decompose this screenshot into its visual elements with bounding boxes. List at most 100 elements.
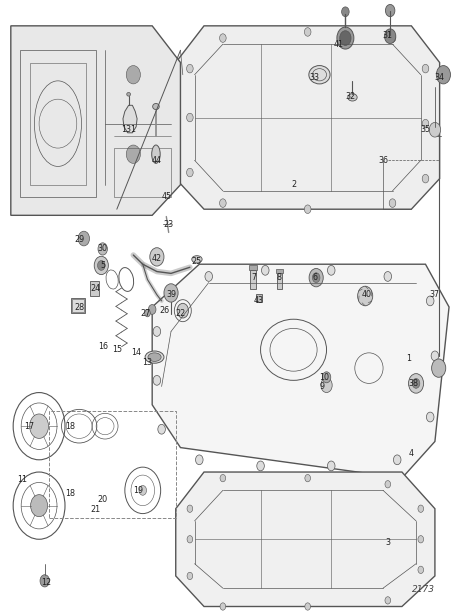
PathPatch shape [176,26,439,209]
Circle shape [385,4,395,17]
Circle shape [158,424,165,434]
Ellipse shape [192,255,202,263]
Circle shape [187,535,193,543]
Bar [250,270,256,289]
Circle shape [322,372,331,383]
Circle shape [328,265,335,275]
Text: 36: 36 [378,156,388,165]
Bar [90,281,100,296]
Polygon shape [123,105,137,133]
Text: 26: 26 [159,306,169,314]
Text: 19: 19 [133,486,143,495]
Ellipse shape [148,353,161,362]
Bar [277,273,282,289]
Text: 12: 12 [41,578,51,586]
Bar [20,50,96,197]
Circle shape [321,378,332,392]
Text: 40: 40 [362,290,372,299]
Text: 8: 8 [277,273,282,282]
Circle shape [422,64,429,73]
Ellipse shape [309,66,330,84]
Circle shape [153,327,161,336]
PathPatch shape [11,26,181,216]
Circle shape [148,305,156,314]
Text: 41: 41 [333,40,343,49]
Circle shape [94,256,109,274]
Circle shape [385,597,391,604]
Circle shape [385,481,391,488]
Text: 34: 34 [435,73,445,82]
Circle shape [187,113,193,122]
Circle shape [432,359,446,377]
Bar [71,298,85,313]
Circle shape [219,34,226,42]
Bar [115,148,171,197]
Text: 44: 44 [152,156,162,165]
Circle shape [418,535,424,543]
Text: 20: 20 [98,495,108,504]
Circle shape [139,486,146,495]
Text: 28: 28 [74,303,84,311]
Circle shape [337,27,354,49]
Text: 37: 37 [430,290,440,299]
Text: 15: 15 [112,345,122,354]
Text: 45: 45 [161,192,172,201]
Circle shape [418,505,424,512]
Text: 42: 42 [152,254,162,263]
Circle shape [305,475,310,482]
Circle shape [257,461,264,471]
Text: 9: 9 [319,382,324,391]
Circle shape [422,174,429,183]
Circle shape [389,34,396,42]
Circle shape [177,303,189,318]
Text: 23: 23 [164,220,174,229]
Circle shape [126,66,140,84]
Circle shape [164,284,178,302]
Circle shape [304,28,311,36]
Circle shape [98,243,108,255]
Circle shape [422,119,429,128]
Text: 14: 14 [131,348,141,357]
Text: 25: 25 [192,257,202,266]
Circle shape [342,7,349,17]
Circle shape [384,271,392,281]
Text: 21: 21 [91,505,100,515]
Circle shape [437,66,450,84]
Circle shape [431,351,438,361]
Circle shape [187,505,193,512]
Text: 5: 5 [100,261,105,270]
Circle shape [220,603,226,610]
Circle shape [150,247,164,266]
Text: 17: 17 [25,422,35,430]
Circle shape [30,414,48,438]
Bar [276,269,283,273]
Circle shape [384,29,396,44]
Circle shape [187,168,193,177]
Circle shape [389,199,396,208]
Circle shape [98,260,105,270]
Circle shape [78,231,90,246]
Circle shape [205,271,212,281]
Circle shape [304,205,311,214]
Text: 13: 13 [143,357,153,367]
Circle shape [328,461,335,471]
Circle shape [126,145,140,163]
Bar [30,63,86,185]
Circle shape [409,374,424,393]
Text: 31: 31 [383,31,393,39]
Circle shape [357,286,373,306]
Text: 18: 18 [65,422,75,430]
Circle shape [220,475,226,482]
Text: 2173: 2173 [412,585,435,594]
Circle shape [187,64,193,73]
Text: 7: 7 [251,273,256,282]
PathPatch shape [176,472,435,607]
Circle shape [145,309,150,317]
Ellipse shape [127,93,130,96]
Ellipse shape [153,104,159,109]
Ellipse shape [152,145,160,163]
Circle shape [429,122,440,137]
Circle shape [309,268,323,287]
Circle shape [40,575,49,587]
Circle shape [196,455,203,465]
